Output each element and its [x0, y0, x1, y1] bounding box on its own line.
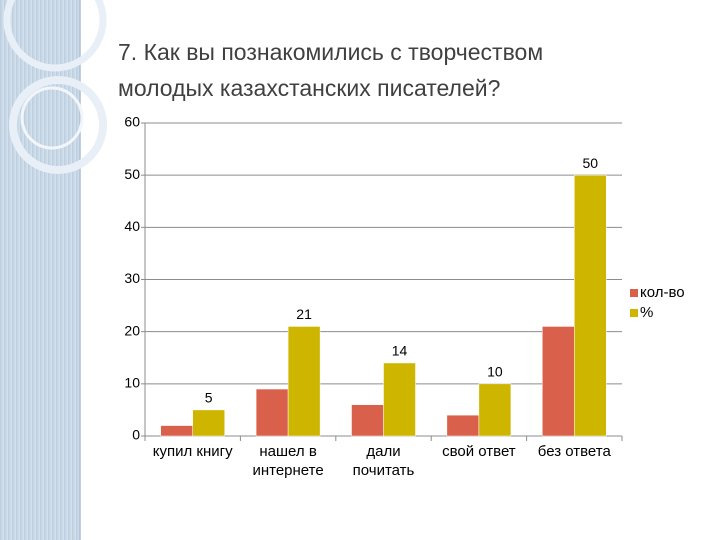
x-tick-label: нашел в интернете: [252, 443, 324, 479]
deco-circle: [9, 76, 107, 174]
y-tick-label: 10: [124, 375, 140, 391]
legend-label: %: [640, 304, 653, 321]
data-label: 10: [487, 364, 503, 380]
x-tick-label: свой ответ: [442, 443, 516, 460]
x-tick-label: дали почитать: [352, 443, 415, 479]
data-label: 5: [205, 390, 213, 406]
legend-label: кол-во: [640, 284, 685, 301]
data-label: 50: [583, 155, 599, 171]
y-tick-label: 20: [124, 322, 140, 338]
bar: [383, 362, 416, 437]
legend-swatch: [630, 309, 638, 317]
y-tick-label: 30: [124, 270, 140, 286]
deco-circle: [20, 86, 84, 150]
bar: [574, 174, 607, 437]
bar: [542, 326, 575, 437]
bar: [160, 425, 193, 437]
deco-circle: [3, 0, 107, 72]
x-tick-label: купил книгу: [152, 443, 233, 460]
y-tick-label: 50: [124, 166, 140, 182]
y-tick-label: 0: [132, 427, 140, 443]
y-tick-label: 60: [124, 114, 140, 130]
chart-title: 7. Как вы познакомились с творчеством мо…: [118, 39, 544, 101]
bar: [255, 388, 289, 437]
bar: [192, 409, 225, 437]
y-tick-label: 40: [124, 218, 140, 234]
data-label: 14: [392, 343, 408, 359]
bar: [446, 414, 480, 437]
x-tick-label: без ответа: [537, 443, 611, 460]
legend-swatch: [630, 289, 638, 297]
bar: [478, 383, 512, 437]
bar: [351, 404, 384, 437]
data-label: 21: [296, 306, 312, 322]
bar: [287, 326, 321, 437]
